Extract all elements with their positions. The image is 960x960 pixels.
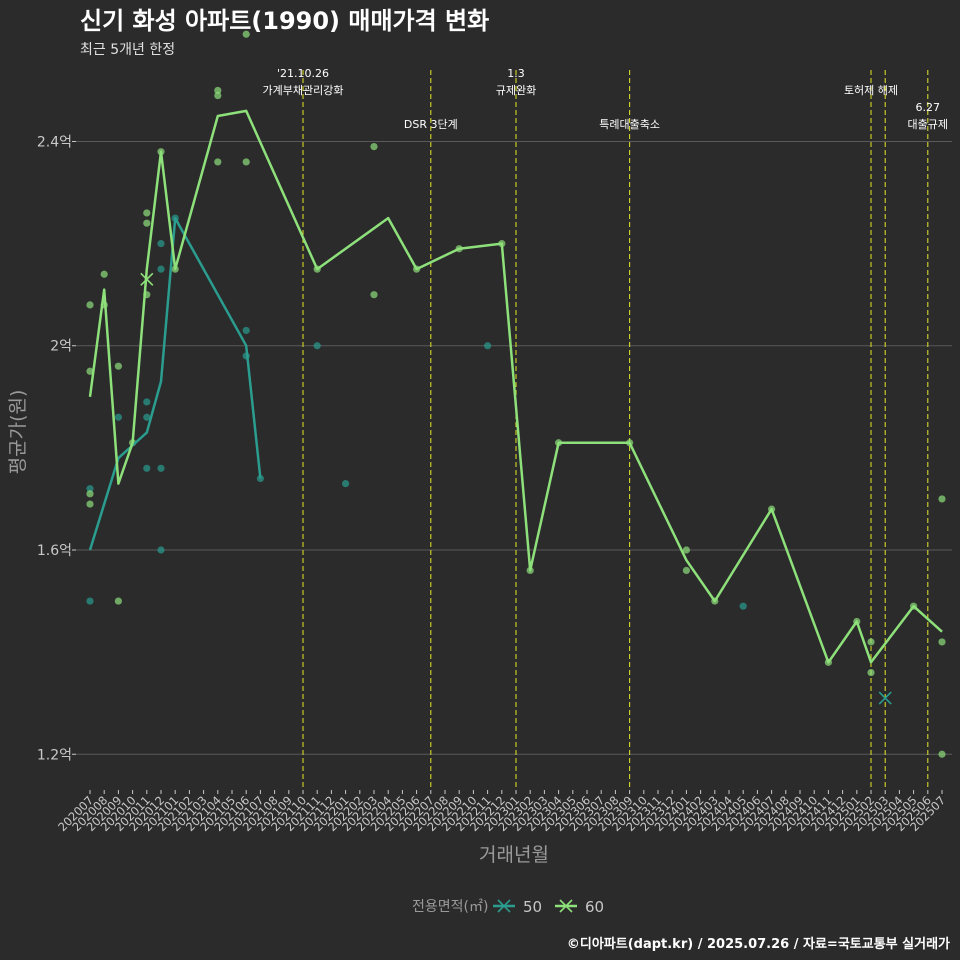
- x-axis-title: 거래년월: [479, 844, 549, 866]
- data-point: [157, 265, 165, 273]
- event-label: DSR 3단계: [404, 118, 458, 131]
- data-point: [86, 367, 94, 375]
- data-point: [157, 464, 165, 472]
- data-point: [86, 500, 94, 508]
- data-point: [682, 566, 691, 575]
- data-point: [214, 86, 222, 95]
- cross-marker: [878, 691, 892, 705]
- y-tick-label: 2.4억: [37, 134, 72, 150]
- data-point: [157, 546, 165, 554]
- event-label: '21.10.26: [277, 67, 329, 80]
- data-point: [86, 597, 94, 605]
- event-label: 특례대출축소: [599, 118, 660, 131]
- event-label: 6.27: [916, 101, 941, 114]
- data-point: [938, 750, 946, 758]
- grid: [76, 140, 952, 755]
- y-tick-label: 1.6억: [37, 543, 72, 559]
- event-label: 규제완화: [496, 84, 536, 97]
- event-label: 토허제 해제: [844, 83, 898, 97]
- data-point: [114, 413, 122, 421]
- event-label: 대출규제: [908, 118, 948, 131]
- event-label: 1.3: [507, 67, 525, 80]
- legend-key-cross: [559, 899, 573, 913]
- data-point: [867, 638, 875, 646]
- legend-key-cross: [497, 899, 511, 913]
- data-point: [242, 158, 250, 166]
- legend-item-50: 50: [493, 898, 542, 916]
- data-point: [370, 142, 378, 151]
- data-point: [114, 362, 122, 370]
- data-point: [938, 638, 946, 646]
- series-line-60: [88, 109, 943, 664]
- data-point: [242, 30, 250, 38]
- data-point: [86, 485, 94, 493]
- legend-label: 50: [523, 898, 542, 916]
- data-point: [370, 291, 378, 299]
- event-label: 가계부채관리강화: [263, 84, 344, 97]
- data-point: [256, 474, 264, 483]
- chart-title: 신기 화성 아파트(1990) 매매가격 변화: [80, 7, 489, 35]
- data-point: [313, 342, 321, 350]
- data-point: [143, 219, 151, 227]
- cross-stroke: [140, 272, 154, 286]
- data-point: [157, 240, 165, 248]
- y-tick-label: 2억: [50, 339, 72, 355]
- data-point: [938, 495, 946, 503]
- data-point: [867, 668, 875, 677]
- data-point: [86, 301, 94, 309]
- data-point: [214, 91, 222, 100]
- chart-subtitle: 최근 5개년 한정: [80, 42, 175, 58]
- legend: 전용면적(㎡) 50 60: [412, 898, 604, 916]
- data-point: [484, 342, 492, 350]
- legend-title: 전용면적(㎡): [412, 899, 488, 915]
- legend-label: 60: [585, 898, 604, 916]
- axes: 1.2억1.6억2억2.4억20200720200820200920201020…: [37, 134, 948, 834]
- y-tick-label: 1.2억: [37, 747, 72, 763]
- data-point: [143, 413, 151, 421]
- data-point: [143, 464, 151, 472]
- series-line-50: [88, 216, 262, 551]
- legend-item-60: 60: [555, 898, 604, 916]
- cross-stroke: [878, 691, 892, 705]
- data-point: [342, 480, 350, 488]
- data-point: [143, 209, 151, 217]
- cross-marker: [140, 272, 154, 286]
- y-axis-title: 평균가(원): [7, 390, 29, 475]
- data-point: [214, 158, 222, 166]
- data-point: [682, 546, 691, 554]
- data-point: [739, 602, 747, 610]
- data-point: [100, 270, 108, 278]
- data-point: [114, 597, 122, 605]
- data-point: [242, 326, 250, 335]
- data-point: [86, 490, 94, 498]
- series-50: [86, 214, 747, 610]
- credit-text: ©디아파트(dapt.kr) / 2025.07.26 / 자료=국토교통부 실…: [567, 936, 950, 952]
- data-point: [143, 398, 151, 406]
- series-group: [86, 30, 946, 758]
